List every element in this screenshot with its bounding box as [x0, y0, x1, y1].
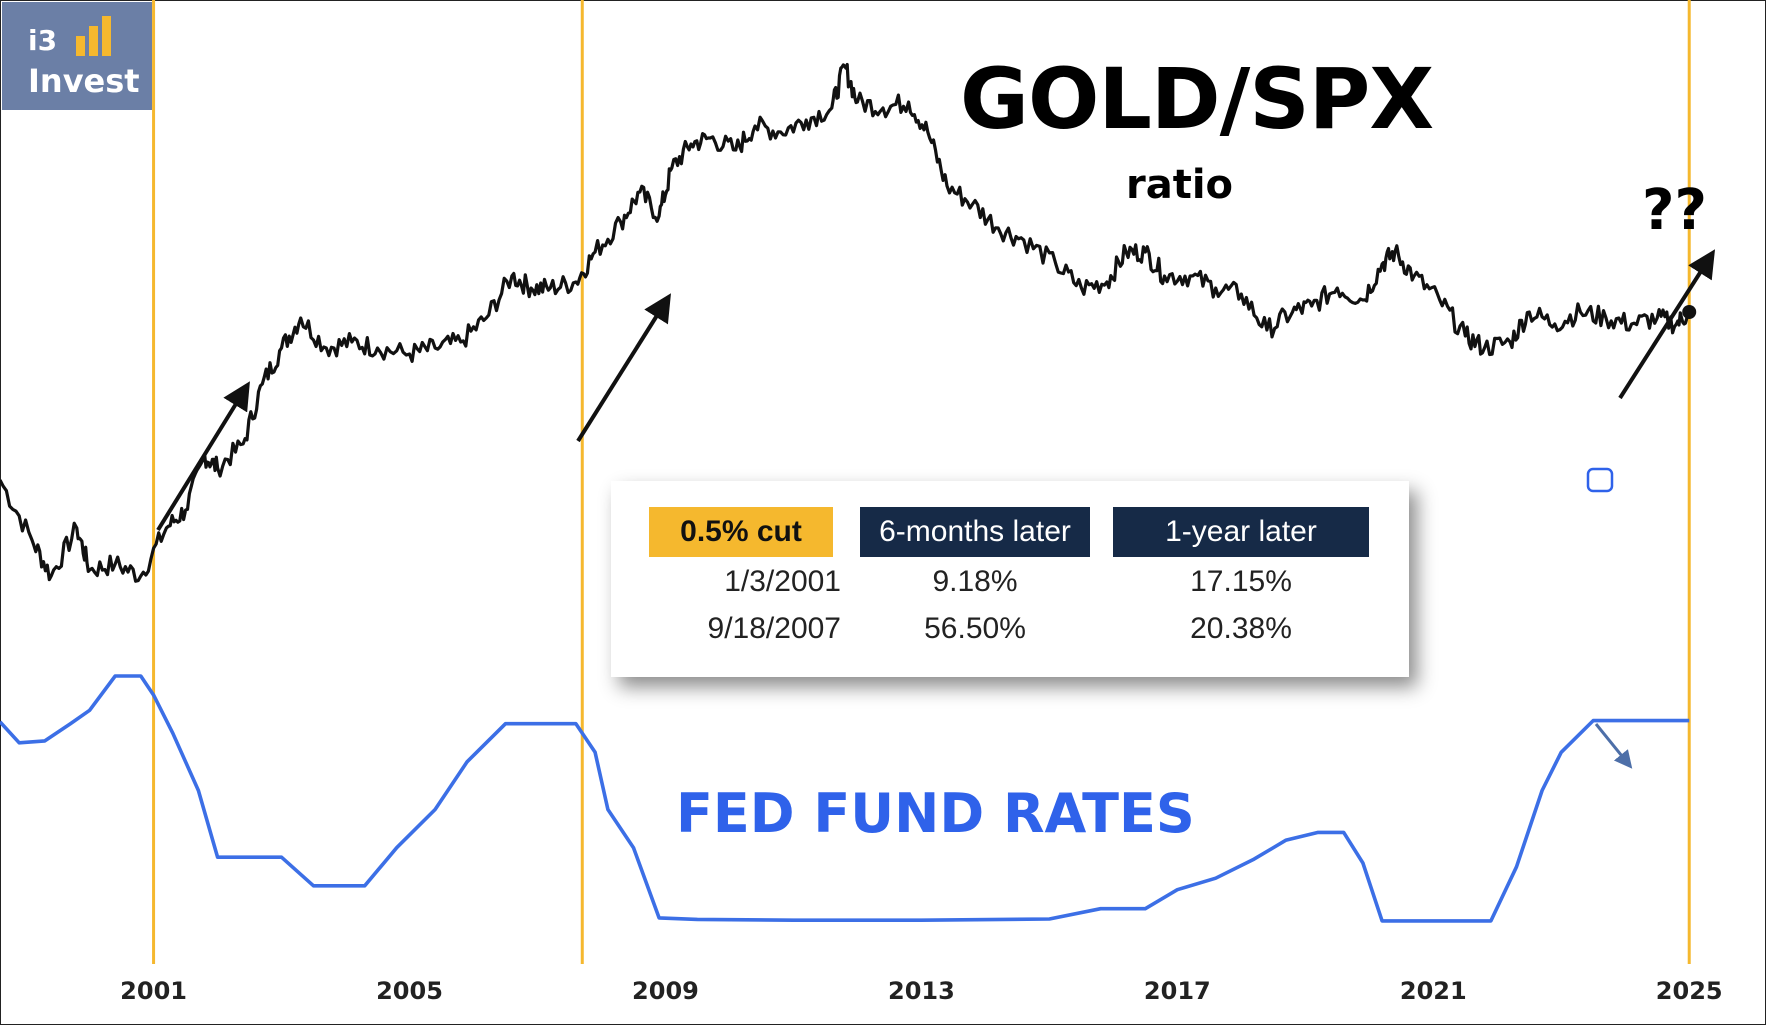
x-tick-2005: 2005 [376, 977, 443, 1005]
row1-six-month: 9.18% [932, 565, 1018, 598]
rate-cut-table: 0.5% cut 6-months later 1-year later 1/3… [611, 481, 1409, 677]
x-tick-2013: 2013 [887, 977, 955, 1005]
x-tick-2001: 2001 [120, 977, 187, 1005]
gold-spx-endpoint [1682, 305, 1697, 319]
header-rate-cut: 0.5% cut [649, 507, 833, 557]
row1-date: 1/3/2001 [724, 565, 841, 598]
trend-arrow-2025 [1618, 249, 1716, 400]
selection-handle[interactable] [1586, 467, 1614, 493]
x-tick-2017: 2017 [1143, 977, 1211, 1005]
fed-fund-rates-label: FED FUND RATES [676, 782, 1195, 845]
header-one-year: 1-year later [1113, 507, 1369, 557]
fed-down-arrow [1594, 723, 1633, 769]
bar-chart-icon [76, 16, 111, 56]
chart-title: GOLD/SPX [960, 50, 1434, 148]
gold-spx-line [0, 62, 1691, 583]
x-tick-2025: 2025 [1655, 977, 1723, 1005]
row2-six-month: 56.50% [924, 612, 1026, 645]
trend-arrow-2001 [156, 381, 250, 532]
chart-subtitle: ratio [1126, 162, 1234, 208]
logo: i3 Invest [2, 2, 152, 110]
row2-date: 9/18/2007 [707, 612, 841, 645]
row1-one-year: 17.15% [1190, 565, 1292, 598]
logo-line1: i3 [28, 24, 58, 57]
logo-line2: Invest [28, 62, 140, 100]
header-six-months: 6-months later [860, 507, 1090, 557]
trend-arrow-2007 [576, 293, 671, 443]
x-tick-2021: 2021 [1399, 977, 1467, 1005]
row2-one-year: 20.38% [1190, 612, 1292, 645]
x-tick-2009: 2009 [632, 977, 699, 1005]
fed-funds-line [0, 674, 1690, 923]
question-marks: ?? [1642, 178, 1707, 243]
